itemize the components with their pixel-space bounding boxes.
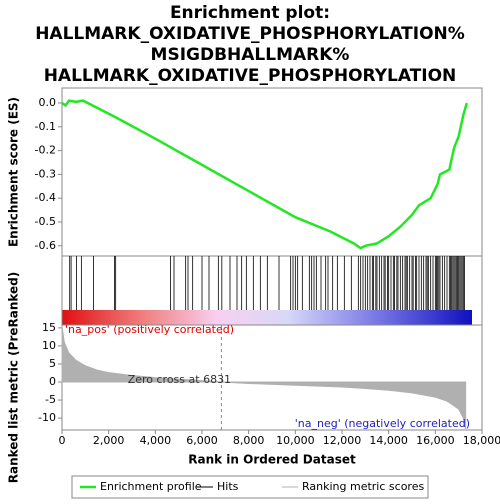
y-tick-label: -0.5 xyxy=(35,215,56,228)
y-tick-label: 0.0 xyxy=(39,96,57,109)
legend-box xyxy=(71,475,429,499)
y-tick-label: 0 xyxy=(49,375,56,388)
chart-title: MSIGDBHALLMARK% xyxy=(151,45,350,65)
annotation-neg: 'na_neg' (negatively correlated) xyxy=(295,417,470,430)
y-tick-label: -0.2 xyxy=(35,144,56,157)
y-tick-label: -10 xyxy=(38,411,56,424)
legend-label: Enrichment profile xyxy=(100,480,202,493)
x-tick-label: 10,000 xyxy=(276,434,315,447)
enrichment-line xyxy=(61,99,469,250)
chart-title: HALLMARK_OXIDATIVE_PHOSPHORYLATION% xyxy=(35,24,465,44)
x-tick-label: 0 xyxy=(59,434,66,447)
metric-area xyxy=(61,326,467,430)
x-tick-label: 16,000 xyxy=(416,434,455,447)
y-tick-label: -5 xyxy=(45,393,56,406)
y-tick-label: 10 xyxy=(42,339,56,352)
legend-label: Ranking metric scores xyxy=(302,480,424,493)
y-tick-label: 15 xyxy=(42,321,56,334)
chart-title: Enrichment plot: xyxy=(170,3,330,23)
y-tick-label: -0.3 xyxy=(35,167,56,180)
x-tick-label: 4,000 xyxy=(140,434,172,447)
plot-frame xyxy=(61,87,483,431)
x-tick-label: 8,000 xyxy=(233,434,265,447)
y-tick-label: -0.6 xyxy=(35,239,56,252)
y-axis-label: Enrichment score (ES) xyxy=(7,97,21,247)
legend-label: Hits xyxy=(217,480,239,493)
chart-title: HALLMARK_OXIDATIVE_PHOSPHORYLATION xyxy=(44,66,457,86)
y-axis-label: Ranked list metric (PreRanked) xyxy=(7,272,21,484)
y-tick-label: -0.4 xyxy=(35,191,56,204)
annotation-pos: 'na_pos' (positively correlated) xyxy=(65,323,234,336)
x-tick-label: 6,000 xyxy=(186,434,218,447)
x-tick-label: 14,000 xyxy=(369,434,408,447)
y-tick-label: 5 xyxy=(49,357,56,370)
x-axis-label: Rank in Ordered Dataset xyxy=(188,453,356,467)
x-tick-label: 12,000 xyxy=(323,434,362,447)
annotation-zero: Zero cross at 6831 xyxy=(128,373,231,386)
x-tick-label: 18,000 xyxy=(463,434,500,447)
rank-color-band xyxy=(62,310,472,325)
x-tick-label: 2,000 xyxy=(93,434,125,447)
y-tick-label: -0.1 xyxy=(35,120,56,133)
